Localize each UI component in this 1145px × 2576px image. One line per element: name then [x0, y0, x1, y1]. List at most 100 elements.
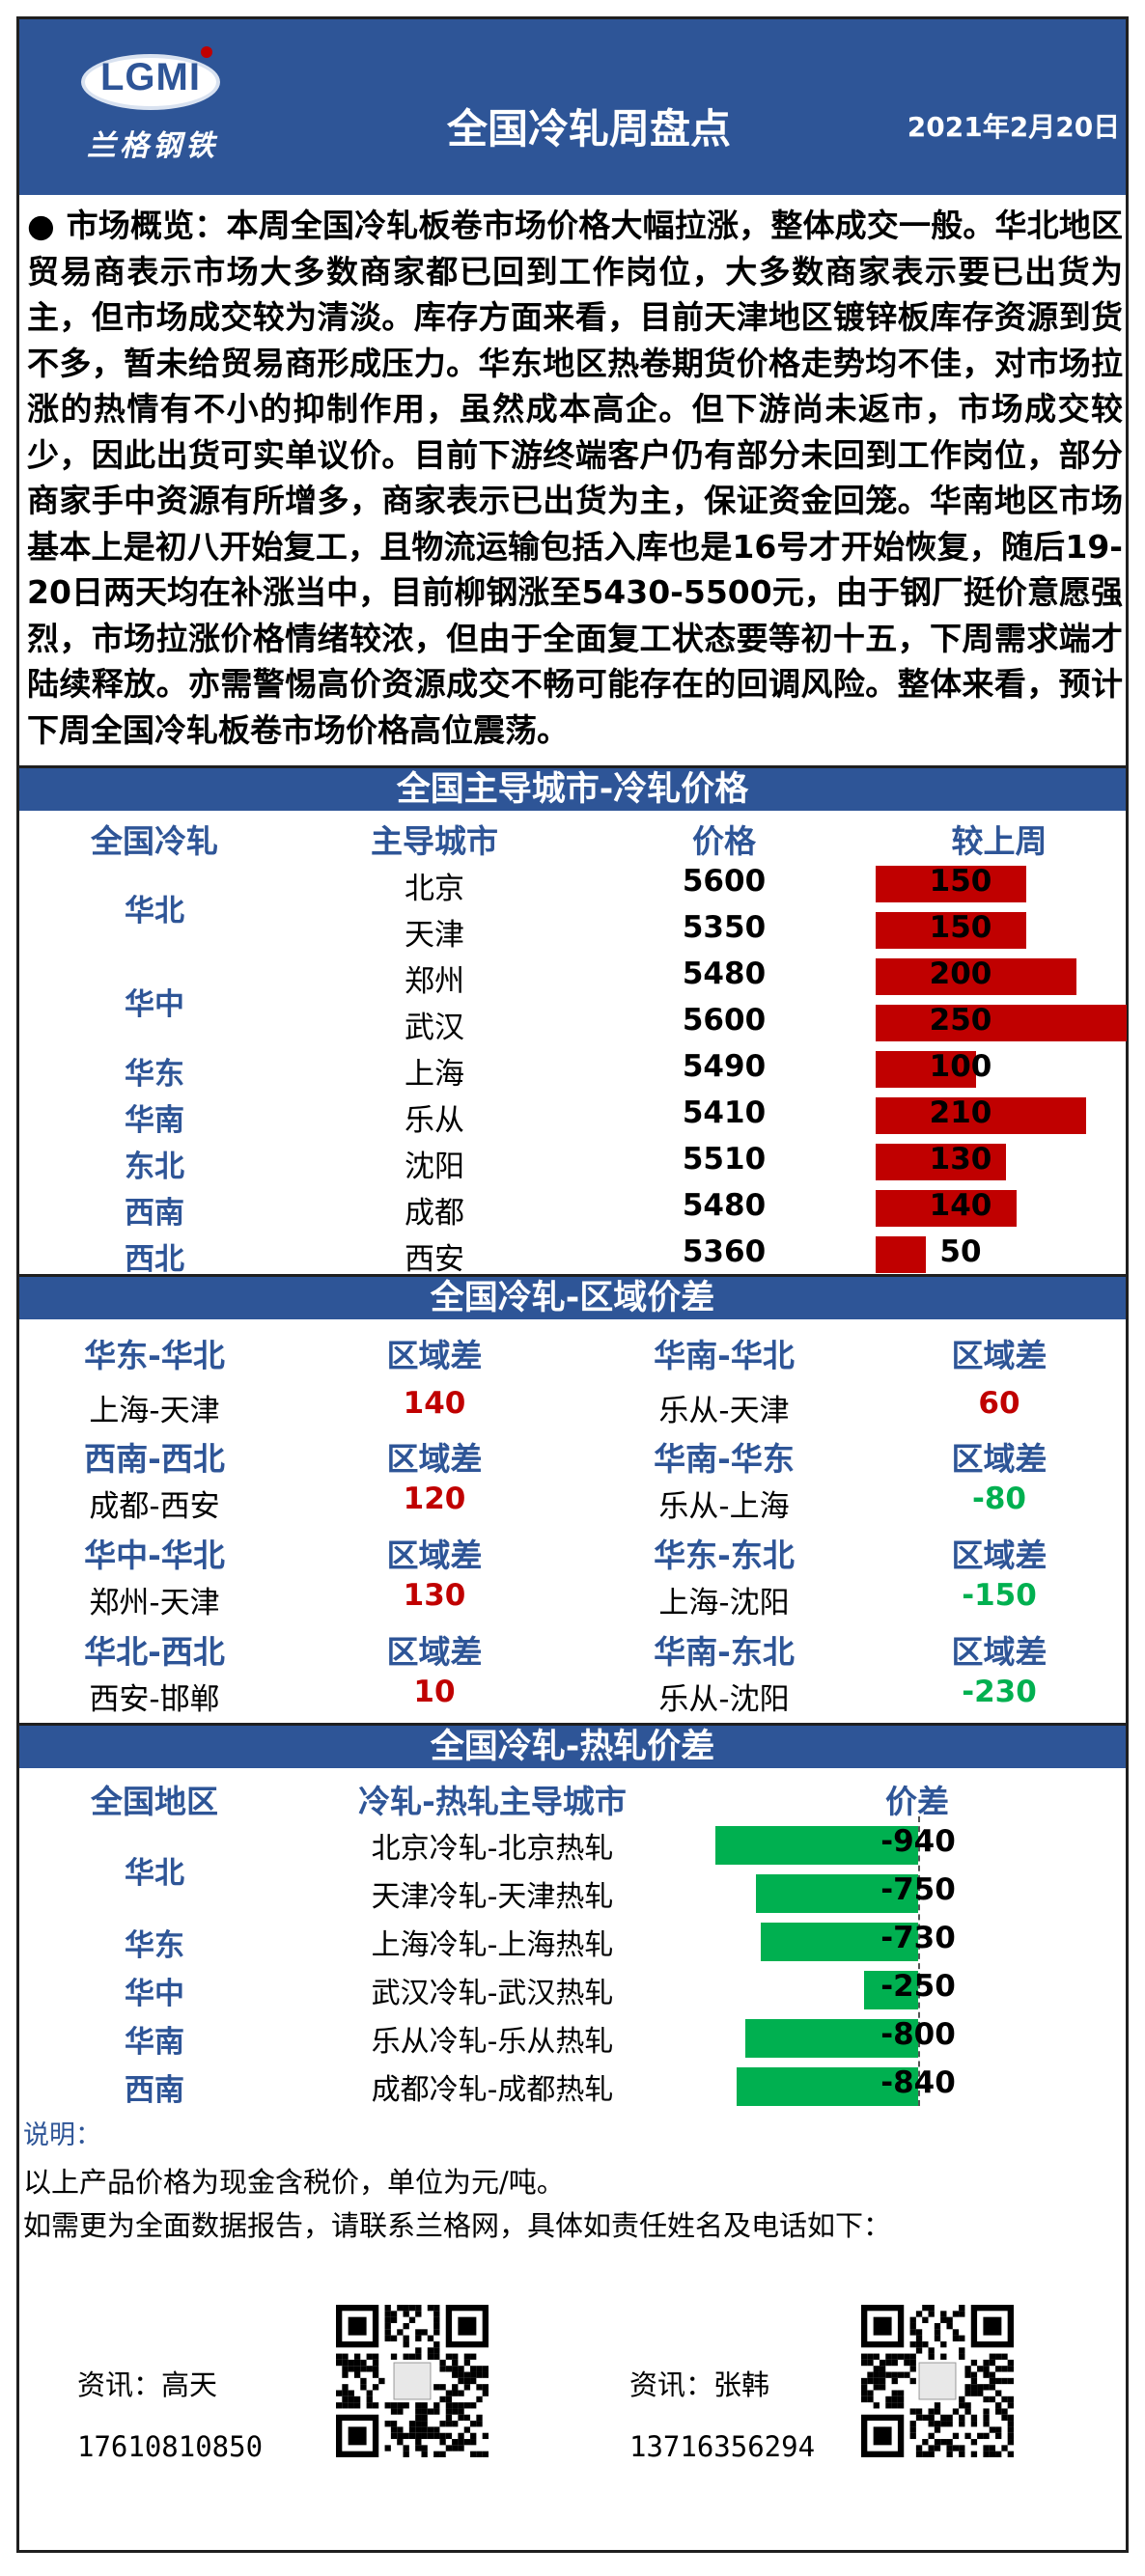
region-label: 西南 — [125, 1196, 184, 1231]
diff-value: 120 — [403, 1482, 466, 1516]
city-name: 乐从 — [405, 1103, 464, 1138]
region-label: 华东 — [125, 1928, 184, 1963]
zero-axis-line — [918, 1816, 920, 2106]
city-name: 西安 — [405, 1242, 464, 1277]
qr-code-icon — [336, 2305, 489, 2457]
change-value: 130 — [929, 1142, 992, 1177]
city-name: 上海 — [405, 1057, 464, 1092]
route-label: 武汉冷轧-武汉热轧 — [371, 1977, 614, 2010]
region-pair-header: 华北-西北 — [84, 1633, 225, 1671]
change-bar — [876, 1051, 976, 1088]
city-name: 北京 — [405, 872, 464, 906]
header-banner: LGMI 兰格钢铁 全国冷轧周盘点 2021年2月20日 — [19, 19, 1126, 195]
page-frame — [16, 16, 1129, 2553]
diff-value: 130 — [403, 1578, 466, 1613]
change-bar — [876, 1097, 1086, 1134]
price-value: 5350 — [682, 910, 767, 945]
price-value: 5480 — [682, 1188, 767, 1223]
section-title-cold-hot-diff: 全国冷轧-热轧价差 — [19, 1726, 1126, 1768]
diff-header: 区域差 — [951, 1337, 1047, 1374]
change-bar — [876, 958, 1076, 995]
city-pair: 上海-沈阳 — [658, 1586, 790, 1620]
col-header-route: 冷轧-热轧主导城市 — [358, 1783, 627, 1820]
divider — [19, 1274, 1126, 1277]
divider — [19, 1723, 1126, 1726]
page-title: 全国冷轧周盘点 — [446, 105, 731, 152]
logo-text: LGMI — [100, 56, 201, 98]
price-value: 5510 — [682, 1142, 767, 1177]
spread-value: -840 — [880, 2065, 956, 2100]
spread-value: -730 — [880, 1921, 956, 1955]
spread-value: -250 — [880, 1969, 956, 2004]
col-header-spread: 价差 — [885, 1783, 949, 1820]
region-pair-header: 西南-西北 — [84, 1440, 225, 1478]
city-pair: 郑州-天津 — [89, 1586, 220, 1620]
region-label: 华北 — [125, 1856, 184, 1891]
city-name: 天津 — [405, 918, 464, 953]
logo-oval — [81, 54, 220, 110]
region-label: 西北 — [125, 1242, 184, 1277]
diff-header: 区域差 — [386, 1337, 483, 1374]
change-bar — [876, 1190, 1017, 1227]
region-label: 华中 — [125, 1977, 184, 2011]
change-value: 140 — [929, 1188, 992, 1223]
price-value: 5600 — [682, 864, 767, 899]
overview-text: 市场概览：本周全国冷轧板卷市场价格大幅拉涨，整体成交一般。华北地区贸易商表示市场… — [27, 207, 1123, 749]
report-date: 2021年2月20日 — [907, 111, 1121, 143]
region-label: 华东 — [125, 1057, 184, 1092]
lgmi-logo: LGMI 兰格钢铁 — [66, 41, 239, 166]
city-pair: 西安-邯郸 — [89, 1682, 220, 1717]
city-pair: 乐从-沈阳 — [658, 1682, 790, 1717]
diff-header: 区域差 — [386, 1633, 483, 1671]
change-bar — [876, 912, 1026, 949]
change-bar — [876, 1236, 926, 1273]
spread-bar — [864, 1971, 918, 2009]
price-value: 5490 — [682, 1049, 767, 1084]
change-bar — [876, 866, 1026, 902]
diff-value: -150 — [962, 1578, 1037, 1613]
change-value: 150 — [929, 864, 992, 899]
price-value: 5410 — [682, 1095, 767, 1130]
region-pair-header: 华东-华北 — [84, 1337, 225, 1374]
spread-value: -750 — [880, 1872, 956, 1907]
route-label: 成都冷轧-成都热轧 — [371, 2073, 614, 2107]
diff-value: 140 — [403, 1386, 466, 1421]
contact-phone: 13716356294 — [629, 2430, 816, 2463]
diff-value: -230 — [962, 1675, 1037, 1709]
spread-value: -800 — [880, 2017, 956, 2052]
col-header-area: 全国地区 — [91, 1783, 218, 1820]
section-title-city-prices: 全国主导城市-冷轧价格 — [19, 768, 1126, 811]
market-overview: ● 市场概览：本周全国冷轧板卷市场价格大幅拉涨，整体成交一般。华北地区贸易商表示… — [27, 203, 1123, 753]
contact-phone: 17610810850 — [77, 2430, 264, 2463]
change-value: 200 — [929, 956, 992, 991]
spread-bar — [761, 1923, 918, 1961]
region-pair-header: 华南-东北 — [654, 1633, 795, 1671]
city-name: 武汉 — [405, 1011, 464, 1045]
logo-chinese-name: 兰格钢铁 — [87, 129, 218, 163]
spread-bar — [737, 2067, 918, 2106]
region-label: 东北 — [125, 1150, 184, 1184]
note-line: 如需更为全面数据报告，请联系兰格网，具体如责任姓名及电话如下： — [23, 2209, 892, 2242]
change-bar — [876, 1144, 1006, 1180]
qr-code-icon — [861, 2305, 1014, 2457]
city-name: 沈阳 — [405, 1150, 464, 1184]
region-pair-header: 华南-华北 — [654, 1337, 795, 1374]
price-value: 5480 — [682, 956, 767, 991]
contact-name: 资讯：高天 — [77, 2368, 218, 2401]
route-label: 乐从冷轧-乐从热轧 — [371, 2025, 614, 2059]
change-value: 210 — [929, 1095, 992, 1130]
region-label: 华北 — [125, 894, 184, 928]
city-pair: 乐从-天津 — [658, 1394, 790, 1428]
divider — [19, 765, 1126, 768]
region-pair-header: 华东-东北 — [654, 1537, 795, 1574]
route-label: 上海冷轧-上海热轧 — [371, 1928, 614, 1962]
region-pair-header: 华中-华北 — [84, 1537, 225, 1574]
change-value: 50 — [939, 1234, 982, 1269]
price-value: 5600 — [682, 1003, 767, 1038]
city-pair: 乐从-上海 — [658, 1489, 790, 1524]
col-header-price: 价格 — [692, 822, 756, 860]
region-label: 华南 — [125, 2025, 184, 2060]
section-title-regional-diff: 全国冷轧-区域价差 — [19, 1277, 1126, 1319]
change-bar — [876, 1005, 1127, 1041]
note-line: 以上产品价格为现金含税价，单位为元/吨。 — [23, 2166, 565, 2199]
